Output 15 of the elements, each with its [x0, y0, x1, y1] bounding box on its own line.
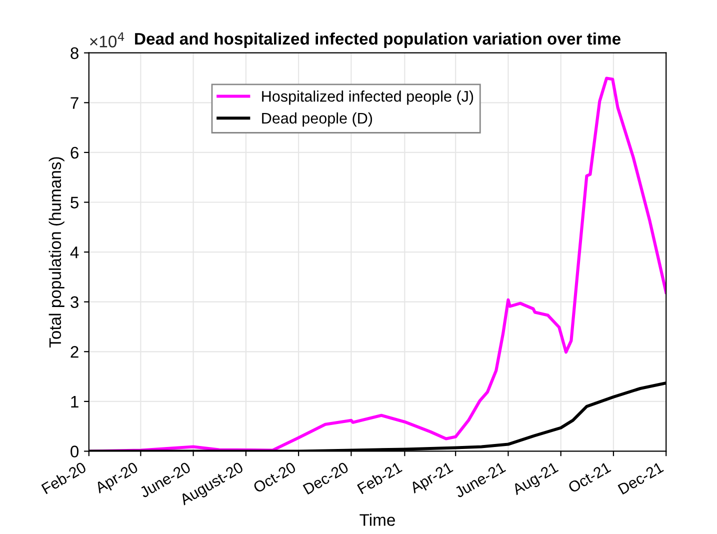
y-tick-label: 6 [70, 146, 78, 159]
x-axis-title: Time [360, 514, 395, 526]
y-tick-label: 1 [71, 396, 78, 408]
y-tick-label: 0 [70, 446, 79, 458]
y-tick-label: 7 [70, 97, 78, 109]
y-tick-label: 3 [70, 296, 78, 308]
y-tick-label: 4 [70, 246, 79, 258]
chart-title: Dead and hospitalized infected population variation over time [135, 32, 621, 48]
y-tick-label: 2 [70, 346, 78, 358]
legend-label: Hospitalized infected people (J) [262, 90, 474, 105]
y-axis-title: Total population (humans) [48, 157, 64, 348]
y-tick-label: 5 [70, 196, 78, 208]
y-tick-label: 8 [70, 47, 78, 60]
text: ×10$^{4}$ [90, 32, 124, 48]
legend-label: Dead people (D) [262, 112, 372, 127]
